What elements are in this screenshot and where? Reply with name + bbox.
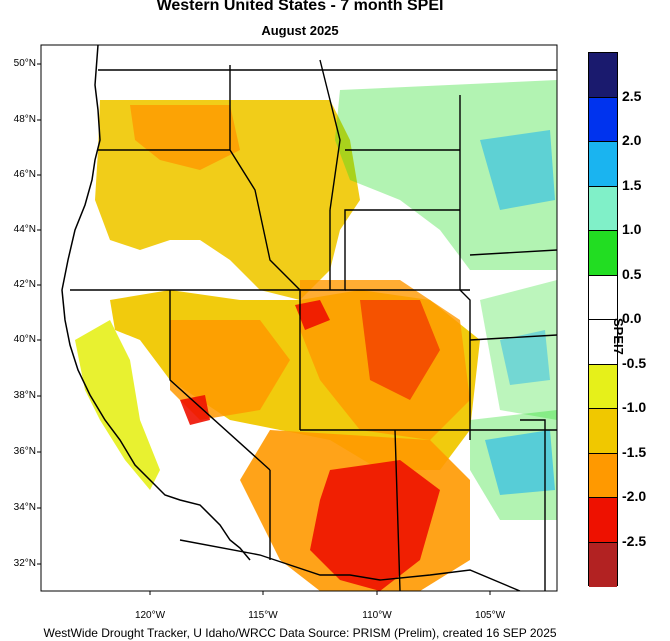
map-subtitle: August 2025 [261, 23, 339, 38]
state-boundaries [70, 59, 557, 591]
lat-label: 46°N [13, 169, 36, 180]
lat-label: 34°N [13, 502, 36, 513]
legend-swatch [589, 542, 617, 587]
legend-label: -2.0 [622, 488, 647, 504]
dry-region-core [170, 320, 290, 420]
lat-label: 50°N [13, 58, 36, 69]
extreme-region-ca [180, 395, 210, 425]
mexico-border [179, 539, 521, 591]
legend-swatch [589, 97, 617, 142]
legend-swatch [589, 186, 617, 231]
footer-credit: WestWide Drought Tracker, U Idaho/WRCC D… [43, 626, 557, 640]
legend-swatch [589, 142, 617, 187]
lat-label: 48°N [13, 114, 36, 125]
legend-swatch [589, 53, 617, 98]
legend-label: 1.5 [622, 176, 642, 193]
very-wet-region-kansas [500, 330, 550, 385]
very-wet-region-texas [485, 430, 555, 495]
lat-label: 44°N [13, 224, 36, 235]
lat-label: 40°N [13, 334, 36, 345]
lon-label: 115°W [248, 610, 278, 621]
legend-swatch [589, 364, 617, 409]
legend-label: 1.0 [622, 221, 642, 237]
lon-label: 120°W [134, 610, 166, 621]
coastline [61, 45, 251, 561]
extreme-region-ut [295, 300, 330, 330]
wet-region-east [480, 280, 557, 420]
dry-region-nw [130, 105, 240, 170]
very-wet-region-dakota [480, 130, 555, 210]
legend-swatch [589, 453, 617, 498]
legend-label: 2.0 [622, 132, 642, 148]
legend-swatch [589, 320, 617, 365]
lon-label: 105°W [474, 610, 506, 621]
lat-label: 36°N [13, 446, 36, 457]
lat-label: 38°N [13, 390, 36, 401]
spei-map [37, 44, 558, 595]
lon-label: 110°W [362, 610, 392, 621]
lat-label: 42°N [13, 279, 36, 290]
legend-label: 0.0 [622, 310, 642, 326]
legend-label: -1.0 [622, 399, 647, 415]
legend-label: 0.5 [622, 265, 642, 282]
dry-region-ca-coast [75, 320, 160, 490]
legend-label: -0.5 [622, 354, 647, 371]
map-title: Western United States - 7 month SPEI [156, 0, 444, 14]
color-legend [588, 52, 618, 587]
extreme-region-co [360, 300, 440, 400]
legend-swatch [589, 498, 617, 543]
extreme-region-az [310, 460, 440, 591]
legend-swatch [589, 409, 617, 454]
wet-region-north-plains [335, 80, 557, 270]
legend-swatch [589, 231, 617, 276]
lat-label: 32°N [13, 558, 36, 569]
legend-title: SPEI7 [611, 318, 626, 355]
legend-label: 2.5 [622, 87, 642, 104]
legend-label: -1.5 [622, 443, 647, 460]
legend-label: -2.5 [622, 532, 647, 549]
legend-swatch [589, 275, 617, 320]
